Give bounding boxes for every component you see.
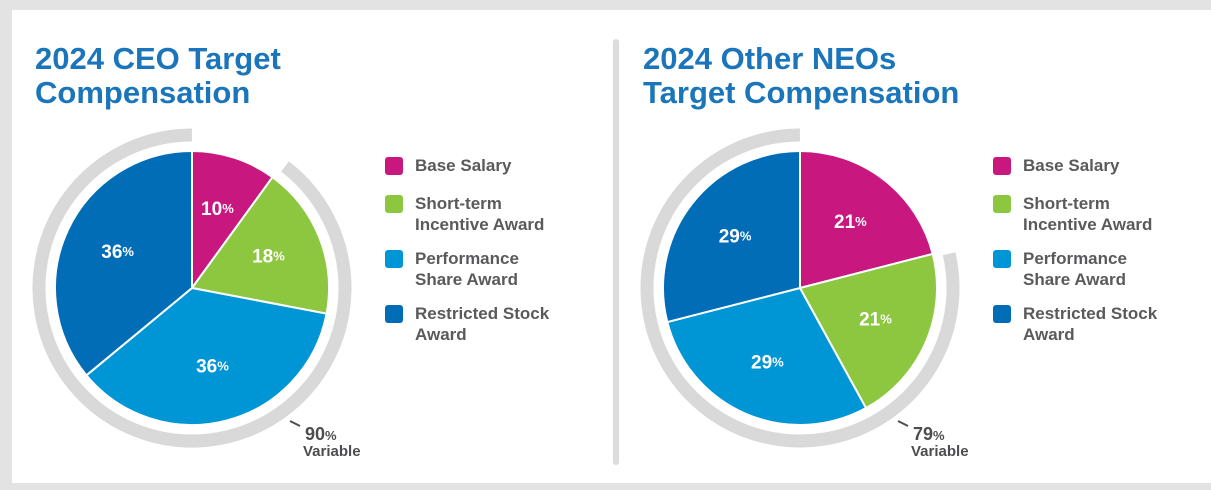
variable-arc — [32, 128, 352, 448]
pie-slice — [798, 252, 938, 410]
chart-title: 2024 Other NEOs Target Compensation — [643, 42, 959, 110]
legend-swatch — [993, 305, 1011, 323]
legend-label: Performance Share Award — [415, 249, 519, 289]
slice-label: 29% — [751, 352, 784, 373]
legend-label: Base Salary — [415, 156, 512, 175]
annotation-tick — [289, 420, 301, 427]
legend-label: Restricted Stock Award — [415, 304, 550, 344]
pie-slice — [191, 149, 274, 292]
legend-label: Short-term Incentive Award — [1023, 194, 1153, 234]
legend-swatch — [993, 157, 1011, 175]
annotation-value: 79% — [913, 424, 945, 444]
annotation-text: Variable — [303, 443, 361, 460]
legend-swatch — [385, 305, 403, 323]
legend-swatch — [993, 250, 1011, 268]
annotation-value: 90% — [305, 424, 337, 444]
pie-slice — [799, 149, 934, 290]
chart-title: 2024 CEO Target Compensation — [35, 42, 281, 110]
legend-swatch — [385, 157, 403, 175]
variable-arc — [640, 128, 960, 448]
pie-slice — [666, 286, 868, 426]
annotation-text: Variable — [911, 443, 969, 460]
legend-swatch — [385, 195, 403, 213]
legend-swatch — [385, 250, 403, 268]
slice-label: 21% — [834, 212, 867, 233]
title-line: Compensation — [35, 75, 251, 110]
legend-swatch — [993, 195, 1011, 213]
legend-label: Restricted Stock Award — [1023, 304, 1158, 344]
legend-label: Base Salary — [1023, 156, 1120, 175]
title-line: 2024 CEO Target — [35, 41, 281, 76]
slice-label: 10% — [201, 199, 234, 220]
pie-slice — [662, 149, 801, 324]
pie-slice — [190, 175, 330, 315]
slice-label: 18% — [252, 247, 285, 268]
slice-label: 29% — [719, 227, 752, 248]
legend-label: Performance Share Award — [1023, 249, 1127, 289]
annotation-tick — [897, 420, 909, 427]
legend-label: Short-term Incentive Award — [415, 194, 545, 234]
title-line: Target Compensation — [643, 75, 960, 110]
slice-label: 21% — [859, 310, 892, 331]
title-line: 2024 Other NEOs — [643, 41, 897, 76]
slice-label: 36% — [196, 357, 229, 378]
pie-slice — [54, 149, 193, 377]
pie-slice — [85, 286, 328, 426]
slice-label: 36% — [101, 242, 134, 263]
